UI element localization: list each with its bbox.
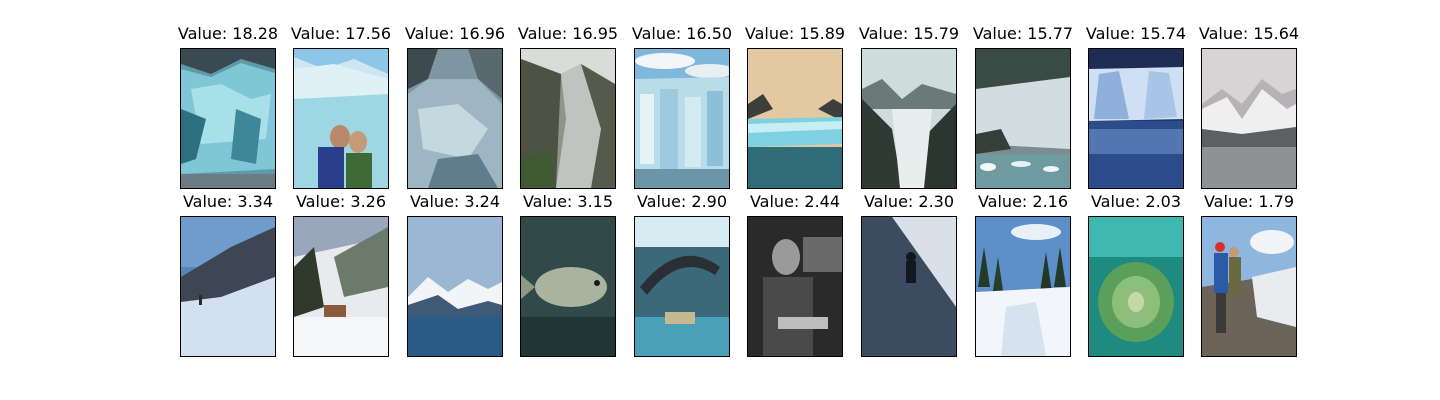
dolphin-show-photo <box>634 216 730 357</box>
tidewater-glacier-photo <box>747 48 843 189</box>
value-label: Value: 3.34 <box>182 192 274 211</box>
value-label: Value: 16.96 <box>404 24 506 43</box>
value-label: Value: 2.30 <box>863 192 955 211</box>
snow-slope-photo <box>180 216 276 357</box>
value-label: Value: 17.56 <box>290 24 392 43</box>
value-label: Value: 18.28 <box>177 24 279 43</box>
value-label: Value: 15.64 <box>1198 24 1300 43</box>
glacier-icebergs-photo <box>975 48 1071 189</box>
sea-anemone-photo <box>1088 216 1184 357</box>
singer-photo <box>747 216 843 357</box>
value-label: Value: 2.44 <box>749 192 841 211</box>
value-label: Value: 15.79 <box>858 24 960 43</box>
snowy-mountains-sea-photo <box>407 216 503 357</box>
value-label: Value: 2.03 <box>1090 192 1182 211</box>
value-label: Value: 3.24 <box>409 192 501 211</box>
value-label: Value: 16.95 <box>517 24 619 43</box>
glacier-reflection-photo <box>1088 48 1184 189</box>
value-label: Value: 15.89 <box>744 24 846 43</box>
glacier-photo <box>407 48 503 189</box>
glacier-photo <box>180 48 276 189</box>
hikers-photo <box>1201 216 1297 357</box>
value-label: Value: 2.90 <box>636 192 728 211</box>
value-label: Value: 1.79 <box>1203 192 1295 211</box>
snowy-forest-photo <box>975 216 1071 357</box>
value-label: Value: 2.16 <box>977 192 1069 211</box>
couple-glacier-photo <box>293 48 389 189</box>
glacier-ice-photo <box>634 48 730 189</box>
mountain-lake-photo <box>1201 48 1297 189</box>
value-label: Value: 15.74 <box>1085 24 1187 43</box>
valley-glacier-photo <box>861 48 957 189</box>
fish-photo <box>520 216 616 357</box>
value-label: Value: 3.15 <box>522 192 614 211</box>
value-label: Value: 3.26 <box>295 192 387 211</box>
glacier-valley-photo <box>520 48 616 189</box>
value-label: Value: 16.50 <box>631 24 733 43</box>
ski-resort-photo <box>293 216 389 357</box>
value-label: Value: 15.77 <box>972 24 1074 43</box>
ice-climber-photo <box>861 216 957 357</box>
